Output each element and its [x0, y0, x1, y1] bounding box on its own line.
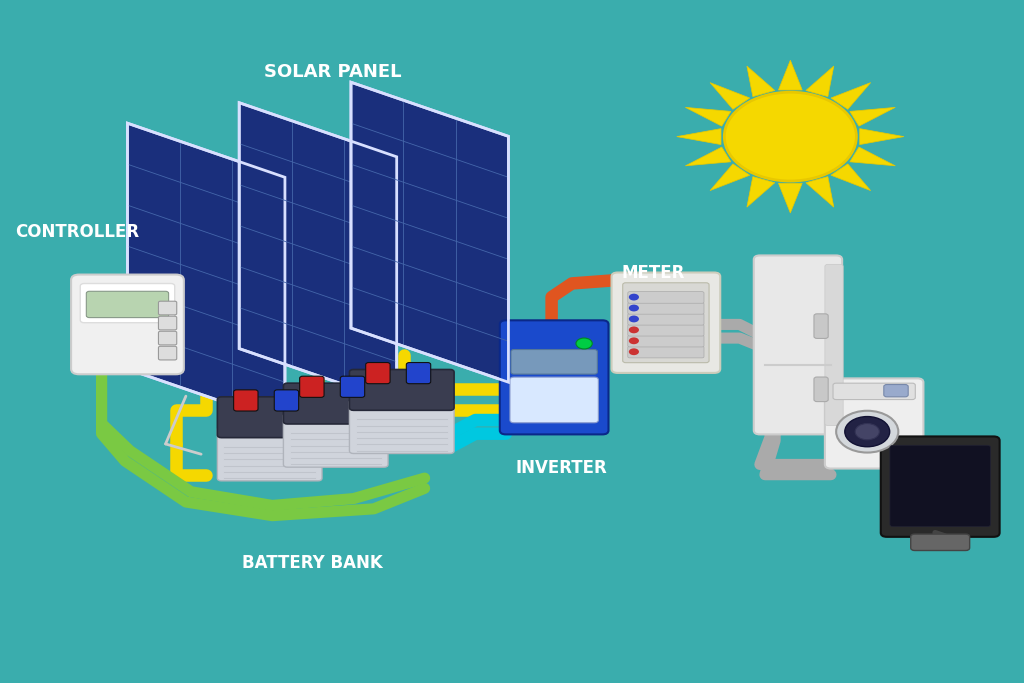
FancyBboxPatch shape — [86, 291, 169, 318]
FancyBboxPatch shape — [349, 370, 454, 410]
FancyBboxPatch shape — [159, 301, 177, 315]
Polygon shape — [778, 60, 802, 90]
FancyBboxPatch shape — [217, 427, 322, 481]
FancyBboxPatch shape — [511, 350, 597, 374]
FancyBboxPatch shape — [611, 273, 720, 373]
Circle shape — [837, 410, 898, 453]
FancyBboxPatch shape — [366, 363, 390, 384]
Polygon shape — [127, 123, 285, 423]
Polygon shape — [746, 177, 775, 207]
FancyBboxPatch shape — [159, 346, 177, 360]
Circle shape — [629, 337, 639, 344]
Polygon shape — [746, 66, 775, 96]
FancyBboxPatch shape — [628, 324, 703, 336]
FancyBboxPatch shape — [628, 313, 703, 325]
FancyBboxPatch shape — [623, 283, 709, 363]
Circle shape — [629, 294, 639, 301]
Polygon shape — [830, 83, 870, 109]
Circle shape — [845, 417, 890, 447]
Polygon shape — [710, 83, 750, 109]
FancyBboxPatch shape — [825, 378, 924, 469]
Polygon shape — [806, 177, 834, 207]
FancyBboxPatch shape — [71, 275, 184, 374]
Circle shape — [629, 326, 639, 333]
Text: CONTROLLER: CONTROLLER — [15, 223, 139, 241]
FancyBboxPatch shape — [881, 436, 999, 537]
FancyBboxPatch shape — [628, 303, 703, 314]
FancyBboxPatch shape — [628, 292, 703, 303]
FancyBboxPatch shape — [284, 413, 388, 467]
Text: BATTERY BANK: BATTERY BANK — [243, 555, 383, 572]
FancyBboxPatch shape — [159, 316, 177, 330]
FancyBboxPatch shape — [890, 445, 990, 527]
FancyBboxPatch shape — [814, 313, 828, 338]
Polygon shape — [710, 164, 750, 191]
Circle shape — [629, 316, 639, 322]
FancyBboxPatch shape — [274, 390, 299, 411]
FancyBboxPatch shape — [159, 331, 177, 345]
FancyBboxPatch shape — [628, 335, 703, 347]
FancyBboxPatch shape — [825, 264, 843, 426]
FancyBboxPatch shape — [233, 390, 258, 411]
FancyBboxPatch shape — [300, 376, 324, 398]
FancyBboxPatch shape — [628, 346, 703, 358]
FancyBboxPatch shape — [510, 377, 598, 423]
FancyBboxPatch shape — [754, 255, 842, 434]
Circle shape — [629, 348, 639, 355]
FancyBboxPatch shape — [284, 383, 388, 424]
FancyBboxPatch shape — [349, 400, 454, 454]
Circle shape — [724, 92, 856, 181]
Circle shape — [575, 338, 592, 349]
FancyBboxPatch shape — [407, 363, 431, 384]
FancyBboxPatch shape — [884, 385, 908, 397]
Polygon shape — [860, 128, 904, 145]
Polygon shape — [850, 107, 895, 126]
FancyBboxPatch shape — [500, 320, 608, 434]
Text: INVERTER: INVERTER — [516, 459, 607, 477]
Text: SOLAR PANEL: SOLAR PANEL — [264, 63, 402, 81]
Polygon shape — [830, 164, 870, 191]
Polygon shape — [685, 147, 731, 166]
Polygon shape — [240, 102, 396, 403]
Polygon shape — [677, 128, 721, 145]
Polygon shape — [850, 147, 895, 166]
FancyBboxPatch shape — [80, 283, 175, 322]
FancyBboxPatch shape — [217, 397, 322, 438]
FancyBboxPatch shape — [910, 534, 970, 550]
FancyBboxPatch shape — [814, 377, 828, 402]
Polygon shape — [351, 82, 509, 382]
FancyBboxPatch shape — [833, 383, 915, 400]
Polygon shape — [685, 107, 731, 126]
Text: METER: METER — [622, 264, 685, 282]
FancyBboxPatch shape — [340, 376, 365, 398]
Circle shape — [629, 305, 639, 311]
Circle shape — [855, 423, 880, 440]
Polygon shape — [806, 66, 834, 96]
Polygon shape — [778, 183, 802, 213]
